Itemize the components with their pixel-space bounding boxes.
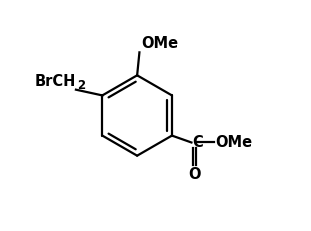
Text: BrCH: BrCH <box>35 73 76 88</box>
Text: C: C <box>193 135 203 150</box>
Text: OMe: OMe <box>215 135 253 150</box>
Text: O: O <box>188 167 201 182</box>
Text: 2: 2 <box>77 79 85 92</box>
Text: OMe: OMe <box>142 36 179 51</box>
